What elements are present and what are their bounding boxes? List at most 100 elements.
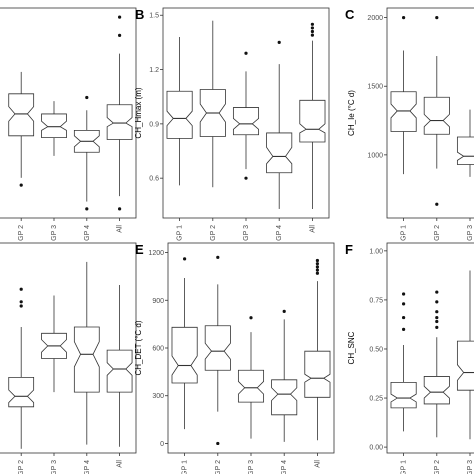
panel-E: E CH_DET (°C d) 0 300 600 900 1200 GP 1 GP 2 GP 3… bbox=[134, 242, 335, 474]
x-tick-label: GP 2 bbox=[18, 225, 25, 241]
outlier-point bbox=[310, 22, 314, 26]
outlier-point bbox=[216, 255, 220, 259]
y-tick-label: 0.9 bbox=[149, 121, 159, 128]
x-tick-label: GP 3 bbox=[51, 460, 58, 474]
outlier-point bbox=[118, 15, 122, 19]
outlier-point bbox=[277, 40, 281, 44]
notched-box bbox=[204, 325, 231, 371]
outlier-point bbox=[402, 315, 406, 320]
y-tick-label: 0.75 bbox=[369, 297, 383, 304]
box-gp-4: GP 4 bbox=[73, 261, 100, 474]
box-all: All bbox=[106, 15, 133, 233]
outlier-point bbox=[19, 183, 23, 187]
y-tick-label: 1.2 bbox=[149, 67, 159, 74]
outlier-point bbox=[402, 327, 406, 331]
y-axis-label: CH_DET (°C d) bbox=[134, 320, 143, 375]
outlier-point bbox=[402, 302, 406, 306]
y-tick-label: 1200 bbox=[148, 250, 164, 257]
x-tick-label: GP 2 bbox=[434, 460, 441, 474]
notched-box bbox=[271, 379, 298, 416]
x-tick-label: GP 4 bbox=[84, 225, 91, 241]
y-tick-label: 0.50 bbox=[369, 346, 383, 353]
x-tick-label: All bbox=[117, 225, 124, 233]
box-all: All bbox=[106, 285, 133, 468]
box-gp-1: GP 1 bbox=[166, 36, 193, 241]
notched-box bbox=[237, 369, 265, 403]
box-gp-2: GP 2 bbox=[8, 71, 35, 241]
outlier-point bbox=[435, 325, 439, 329]
outlier-point bbox=[315, 271, 319, 275]
notched-box bbox=[8, 376, 35, 408]
outlier-point bbox=[310, 33, 314, 37]
x-tick-label: GP 2 bbox=[210, 225, 217, 241]
panel-F: F CH_SNC 0.00 0.25 0.50 0.75 1.00 GP 1 GP 2 GP 3 bbox=[345, 242, 474, 474]
box-gp-3: GP 3 bbox=[237, 316, 265, 474]
x-tick-label: GP 3 bbox=[248, 460, 255, 474]
y-tick-label: 0.00 bbox=[369, 445, 383, 452]
x-tick-label: All bbox=[314, 460, 321, 468]
panel-letter: B bbox=[135, 7, 144, 22]
outlier-point bbox=[118, 207, 122, 211]
box-gp-4: GP 4 bbox=[266, 40, 293, 241]
outlier-point bbox=[244, 176, 248, 180]
notched-box bbox=[232, 107, 260, 136]
outlier-point bbox=[249, 316, 253, 320]
panel-partial-3: GP 2 GP 3 GP 4 All bbox=[0, 242, 137, 474]
box-gp-4: GP 4 bbox=[73, 95, 100, 241]
notched-box bbox=[390, 91, 417, 132]
outlier-point bbox=[19, 304, 23, 308]
x-tick-label: All bbox=[117, 460, 124, 468]
notched-box bbox=[73, 326, 100, 393]
outlier-point bbox=[216, 441, 220, 446]
notched-box bbox=[304, 350, 331, 398]
box-all: All bbox=[304, 258, 331, 468]
y-tick-label: 0.25 bbox=[369, 396, 383, 403]
y-tick-label: 1.5 bbox=[149, 13, 159, 20]
box-gp-2: GP 2 bbox=[199, 20, 226, 241]
outlier-point bbox=[315, 262, 319, 266]
notched-box bbox=[456, 340, 474, 391]
panel-letter: E bbox=[135, 242, 144, 257]
panel-C: C CH_Ie (°C d) 1000 1500 2000 GP 1 GP 2 GP 3 bbox=[345, 7, 474, 241]
outlier-point bbox=[19, 287, 23, 291]
box-gp-3: GP 3 bbox=[41, 295, 67, 474]
notched-box bbox=[423, 96, 450, 135]
y-tick-label: 1000 bbox=[367, 152, 383, 159]
panel-border bbox=[0, 242, 137, 454]
box-gp-3: GP 3 bbox=[41, 101, 67, 241]
notched-box bbox=[266, 132, 293, 174]
box-gp-1: GP 1 bbox=[171, 257, 198, 474]
outlier-point bbox=[310, 26, 314, 30]
box-gp-2: GP 2 bbox=[423, 16, 450, 241]
outlier-point bbox=[315, 268, 319, 272]
x-tick-label: GP 1 bbox=[182, 460, 189, 474]
outlier-point bbox=[118, 33, 122, 37]
outlier-point bbox=[435, 319, 439, 324]
box-gp-3: GP 3 bbox=[456, 270, 474, 474]
notched-box bbox=[41, 113, 67, 139]
outlier-point bbox=[435, 300, 439, 304]
outlier-point bbox=[435, 310, 439, 314]
outlier-point bbox=[183, 257, 187, 261]
x-tick-label: GP 4 bbox=[281, 460, 288, 474]
outlier-point bbox=[85, 207, 89, 211]
panel-B: B CH_Hmax (m) 0.6 0.9 1.2 1.5 GP 1 GP 2 GP 3 GP 4… bbox=[134, 7, 330, 241]
outlier-point bbox=[315, 258, 319, 263]
outlier-point bbox=[19, 300, 23, 304]
x-tick-label: GP 4 bbox=[276, 225, 283, 241]
box-gp-1: GP 1 bbox=[390, 292, 417, 474]
notched-box bbox=[423, 376, 450, 405]
box-gp-1: GP 1 bbox=[390, 16, 417, 241]
y-tick-label: 900 bbox=[152, 298, 164, 305]
outlier-point bbox=[435, 315, 439, 320]
x-tick-label: GP 4 bbox=[84, 460, 91, 474]
y-axis-label: CH_Ie (°C d) bbox=[347, 90, 356, 136]
box-gp-4: GP 4 bbox=[271, 309, 298, 474]
y-tick-label: 0.6 bbox=[149, 176, 159, 183]
outlier-point bbox=[315, 265, 319, 269]
x-tick-label: GP 1 bbox=[177, 225, 184, 241]
outlier-point bbox=[244, 51, 248, 55]
box-all: All bbox=[299, 22, 326, 233]
notched-box bbox=[299, 99, 326, 143]
